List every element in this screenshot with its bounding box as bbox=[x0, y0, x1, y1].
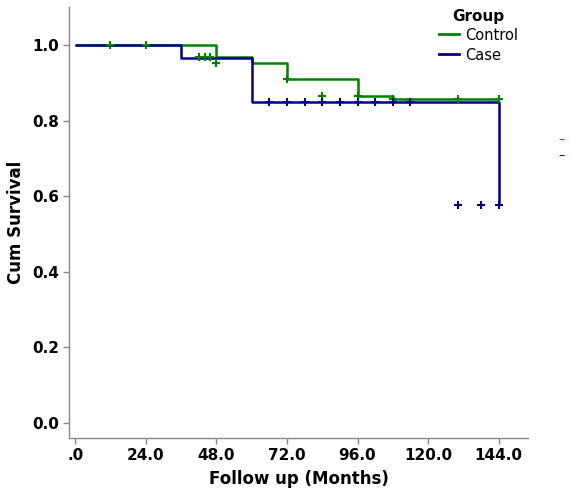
Y-axis label: Cum Survival: Cum Survival bbox=[7, 161, 25, 284]
Legend: Control, Case: Control, Case bbox=[435, 6, 521, 65]
X-axis label: Follow up (Months): Follow up (Months) bbox=[209, 470, 389, 488]
Text: –: – bbox=[558, 149, 564, 162]
Text: –: – bbox=[558, 133, 564, 146]
